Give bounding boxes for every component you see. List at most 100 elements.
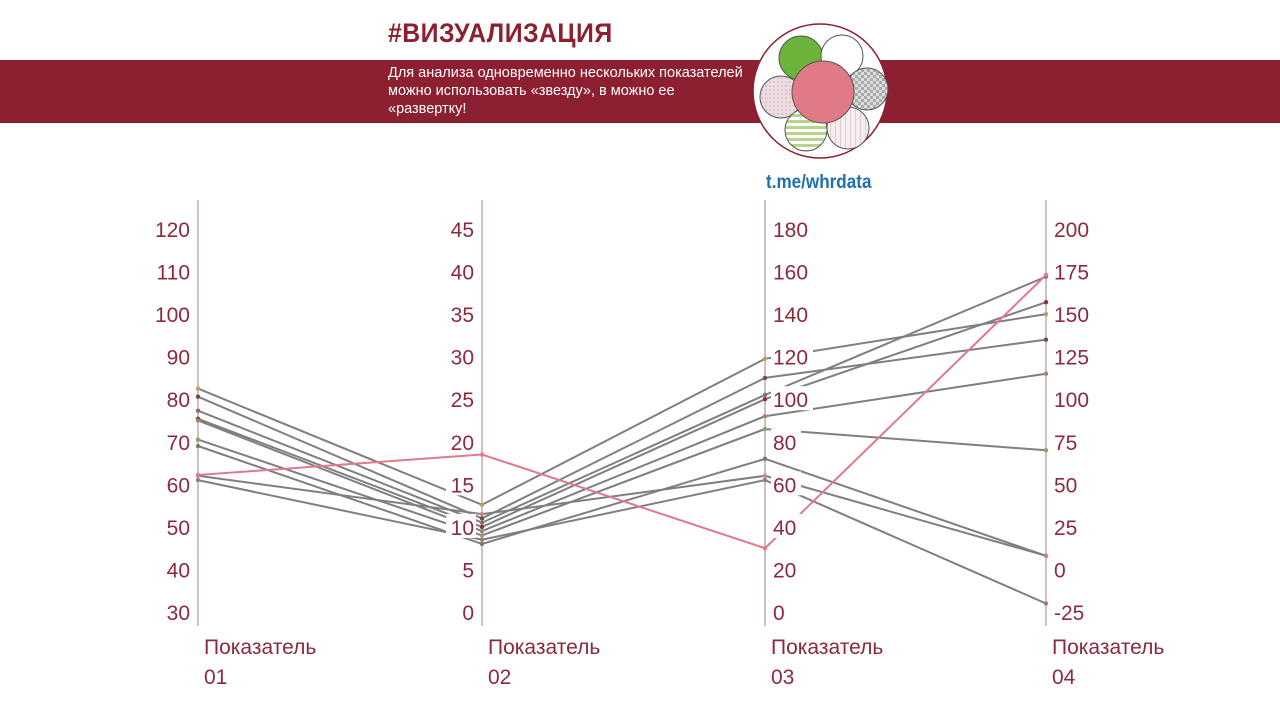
tick-label: 100 <box>773 389 808 412</box>
tick-bg <box>1052 343 1094 368</box>
tick-label: 25 <box>451 389 474 412</box>
subtitle: Для анализа одновременно нескольких пока… <box>388 65 743 117</box>
data-point <box>1043 272 1049 278</box>
tick-bg <box>1052 471 1082 496</box>
tick-bg <box>162 513 192 538</box>
tick-bg <box>162 471 192 496</box>
axis-label-3: Показатель <box>771 636 883 659</box>
data-point <box>1043 299 1049 305</box>
data-point <box>479 452 485 457</box>
tick-bg <box>1052 258 1094 283</box>
data-point <box>1043 553 1049 559</box>
tick-bg <box>446 343 476 368</box>
tick-label: 100 <box>1054 389 1089 412</box>
page-title: #ВИЗУАЛИЗАЦИЯ <box>388 18 613 48</box>
tick-bg <box>1052 513 1082 538</box>
data-point <box>195 408 201 413</box>
tick-label: 120 <box>155 219 190 242</box>
tick-bg <box>771 301 813 326</box>
tick-bg <box>1052 599 1094 623</box>
data-point <box>479 511 485 517</box>
logo-circle-center <box>791 60 855 124</box>
data-point <box>762 426 768 432</box>
tick-label: 35 <box>451 304 474 327</box>
axis-label-4: Показатель <box>1052 636 1164 659</box>
tick-label: 15 <box>451 474 474 497</box>
tick-bg <box>771 513 801 538</box>
tick-bg <box>1052 216 1094 240</box>
series-line-2 <box>197 338 1047 520</box>
data-point <box>1043 311 1049 317</box>
data-point <box>762 397 768 402</box>
tick-bg <box>446 471 476 496</box>
telegram-link[interactable]: t.me/whrdata <box>766 172 872 193</box>
tick-label: 80 <box>773 432 796 455</box>
tick-bg <box>446 513 476 538</box>
tick-label: 40 <box>773 517 796 540</box>
tick-bg <box>162 428 192 453</box>
tick-bg <box>1052 556 1070 581</box>
data-point <box>762 392 768 398</box>
data-point <box>195 418 201 423</box>
tick-label: 0 <box>1054 559 1066 582</box>
tick-bg <box>771 258 813 283</box>
tick-label: 200 <box>1054 219 1089 242</box>
tick-bg <box>771 428 801 453</box>
tick-bg <box>162 386 192 411</box>
data-point <box>762 414 768 419</box>
data-point <box>1043 448 1049 453</box>
header-band <box>0 60 1280 123</box>
tick-label: 80 <box>167 389 190 412</box>
data-point <box>1043 337 1049 342</box>
tick-label: 5 <box>462 559 474 582</box>
tick-label: 90 <box>167 347 190 370</box>
tick-label: 60 <box>773 474 796 497</box>
data-point <box>195 477 201 483</box>
data-point <box>479 537 485 542</box>
axis-number-2: 02 <box>488 666 511 689</box>
series-line-5 <box>197 372 1047 533</box>
tick-label: 50 <box>167 517 190 540</box>
tick-label: 25 <box>1054 517 1077 540</box>
tick-bg <box>446 428 476 453</box>
tick-label: 30 <box>167 602 190 625</box>
data-point <box>479 528 485 534</box>
tick-label: 10 <box>451 517 474 540</box>
tick-bg <box>458 556 476 581</box>
data-point <box>479 533 485 538</box>
tick-label: -25 <box>1054 602 1084 625</box>
series-line-10 <box>197 274 1047 550</box>
tick-label: 60 <box>167 474 190 497</box>
tick-bg <box>162 599 192 623</box>
series-line-3 <box>197 275 1047 524</box>
tick-bg <box>446 216 476 240</box>
data-point <box>762 356 768 361</box>
data-point <box>1043 371 1049 376</box>
tick-bg <box>771 556 801 581</box>
tick-label: 45 <box>451 219 474 242</box>
tick-label: 30 <box>451 347 474 370</box>
data-point <box>479 524 485 530</box>
tick-label: 175 <box>1054 262 1089 285</box>
series-line-9 <box>197 479 1047 605</box>
tick-bg <box>150 301 192 326</box>
tick-bg <box>162 556 192 581</box>
axis-label-2: Показатель <box>488 636 600 659</box>
tick-label: 20 <box>773 559 796 582</box>
data-point <box>195 386 201 391</box>
tick-label: 160 <box>773 262 808 285</box>
data-point <box>479 520 485 525</box>
tick-bg <box>1052 386 1094 411</box>
axis-number-4: 04 <box>1052 666 1076 689</box>
tick-label: 110 <box>157 262 190 285</box>
data-point <box>479 516 485 521</box>
tick-label: 40 <box>451 262 474 285</box>
axis-number-3: 03 <box>771 666 794 689</box>
tick-label: 40 <box>167 559 190 582</box>
series-group <box>195 272 1049 606</box>
series-line-8 <box>197 474 1047 557</box>
data-point <box>195 443 201 449</box>
tick-label: 0 <box>462 602 474 625</box>
